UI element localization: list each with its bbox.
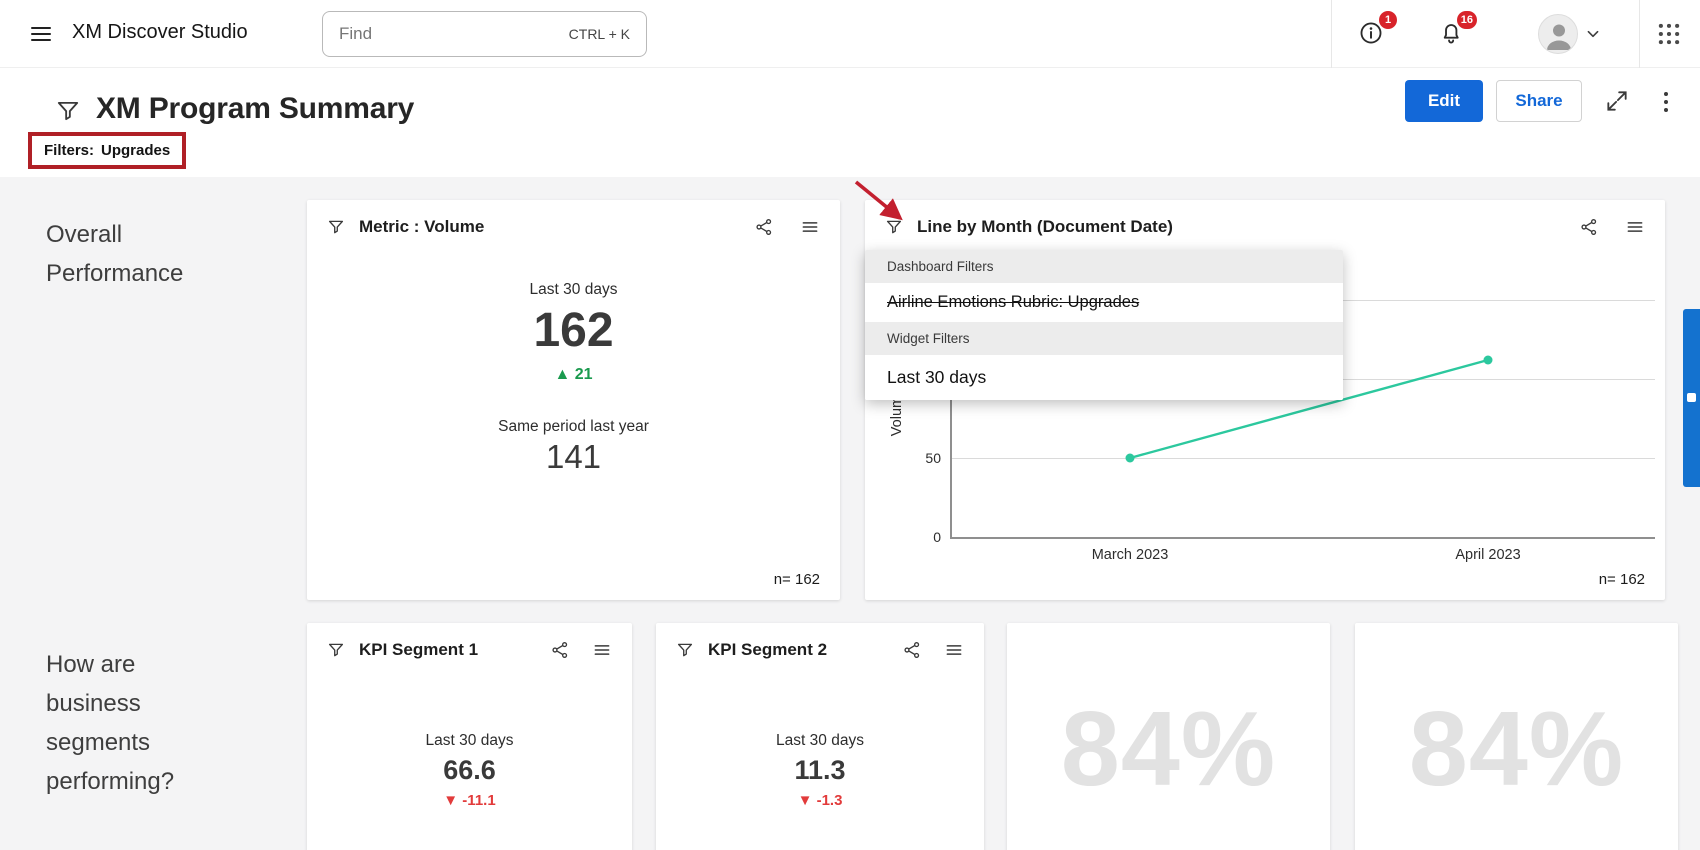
- filters-label: Filters:: [44, 142, 95, 159]
- metric-delta: ▲ 21: [554, 366, 593, 383]
- page-title: XM Program Summary: [96, 92, 415, 125]
- widget-filter-icon[interactable]: [885, 218, 903, 236]
- kpi-value: 11.3: [794, 755, 846, 785]
- edit-button[interactable]: Edit: [1405, 80, 1483, 122]
- sample-size-label: n= 162: [773, 571, 820, 588]
- widget-filters-dropdown: Dashboard Filters Airline Emotions Rubri…: [865, 250, 1343, 400]
- side-panel-tab-icon: [1687, 393, 1696, 402]
- widget-menu-icon[interactable]: [592, 640, 612, 660]
- section-label-business-segments: How are business segments performing?: [46, 651, 175, 795]
- section-label-overall-performance: Overall Performance: [46, 221, 184, 287]
- widget-header: KPI Segment 1: [307, 623, 632, 670]
- y-tick-50: 50: [925, 450, 941, 466]
- share-widget-icon[interactable]: [754, 217, 774, 237]
- line-series-volume: [1125, 355, 1493, 463]
- x-axis: [950, 537, 1655, 539]
- dashboard-filter-icon[interactable]: [55, 98, 81, 124]
- widget-metric-volume: Metric : Volume Last 30 days 162 ▲ 21 Sa…: [307, 200, 840, 600]
- widget-title: Line by Month (Document Date): [917, 217, 1173, 236]
- widget-menu-icon[interactable]: [944, 640, 964, 660]
- kebab-icon: [1664, 92, 1668, 112]
- dropdown-item-last-30-days[interactable]: Last 30 days: [865, 355, 1343, 400]
- sample-size-label: n= 162: [1598, 571, 1645, 588]
- filters-value: Upgrades: [101, 142, 171, 159]
- notifications-info-button[interactable]: 1: [1358, 11, 1397, 50]
- more-options-button[interactable]: [1654, 88, 1678, 116]
- widget-title: KPI Segment 2: [708, 640, 828, 659]
- bell-icon: [1443, 24, 1459, 44]
- widget-filter-icon[interactable]: [676, 641, 694, 659]
- topbar-divider: [1331, 0, 1332, 68]
- kpi-delta: ▼ -11.1: [443, 792, 496, 809]
- gridline-50: [950, 458, 1655, 459]
- search-input[interactable]: Find CTRL + K: [322, 11, 647, 57]
- chevron-down-icon: [1587, 30, 1599, 38]
- share-widget-icon[interactable]: [550, 640, 570, 660]
- apps-grid-icon: [1658, 23, 1680, 45]
- dashboard-canvas: Overall Performance How are business seg…: [0, 177, 1700, 850]
- widget-placeholder-2: 84%: [1355, 623, 1678, 850]
- share-widget-icon[interactable]: [902, 640, 922, 660]
- avatar: [1538, 14, 1578, 54]
- widget-header: KPI Segment 2: [656, 623, 984, 670]
- widget-filter-icon[interactable]: [327, 641, 345, 659]
- share-button[interactable]: Share: [1496, 80, 1582, 122]
- x-tick-march: March 2023: [1091, 547, 1169, 563]
- widget-filter-icon[interactable]: [327, 218, 345, 236]
- widget-menu-icon[interactable]: [800, 217, 820, 237]
- hamburger-menu-icon[interactable]: [28, 22, 54, 46]
- kpi-delta: ▼ -1.3: [797, 792, 843, 809]
- topbar: XM Discover Studio Find CTRL + K 1 16: [0, 0, 1700, 68]
- side-panel-tab[interactable]: [1683, 309, 1700, 487]
- x-tick-april: April 2023: [1455, 547, 1521, 563]
- dropdown-item-airline-emotions-rubric[interactable]: Airline Emotions Rubric: Upgrades: [865, 283, 1343, 322]
- widget-header: Line by Month (Document Date): [865, 200, 1665, 247]
- app-title: XM Discover Studio: [72, 21, 248, 43]
- account-menu[interactable]: [1538, 14, 1604, 54]
- search-shortcut-hint: CTRL + K: [568, 26, 630, 42]
- info-icon: [1360, 22, 1382, 44]
- placeholder-watermark: 84%: [1408, 690, 1625, 808]
- topbar-divider: [1639, 0, 1640, 68]
- alerts-badge: 16: [1456, 11, 1477, 29]
- widget-menu-icon[interactable]: [1625, 217, 1645, 237]
- metric-period-label: Last 30 days: [529, 281, 618, 298]
- widget-kpi-segment-1: KPI Segment 1 Last 30 days 66.6 ▼ -11.1: [307, 623, 632, 850]
- widget-title: Metric : Volume: [359, 217, 485, 236]
- widget-line-by-month: Line by Month (Document Date) 0 50 100: [865, 200, 1665, 600]
- metric-compare-value: 141: [545, 438, 602, 475]
- kpi-period-label: Last 30 days: [776, 732, 864, 749]
- kpi-period-label: Last 30 days: [425, 732, 514, 749]
- expand-icon: [1607, 91, 1627, 111]
- widget-kpi-segment-2: KPI Segment 2 Last 30 days 11.3 ▼ -1.3: [656, 623, 984, 850]
- search-placeholder: Find: [339, 24, 373, 43]
- dropdown-section-widget-filters: Widget Filters: [865, 322, 1343, 355]
- widget-header: Metric : Volume: [307, 200, 840, 247]
- page-header: XM Program Summary Edit Share Filters: U…: [0, 68, 1700, 177]
- metric-compare-label: Same period last year: [498, 418, 649, 435]
- y-axis: [950, 290, 952, 538]
- applied-filters-chip[interactable]: Filters: Upgrades: [28, 132, 187, 169]
- widget-title: KPI Segment 1: [359, 640, 479, 659]
- placeholder-watermark: 84%: [1060, 690, 1277, 808]
- kpi-value: 66.6: [443, 755, 496, 785]
- info-badge: 1: [1379, 11, 1397, 29]
- y-tick-0: 0: [933, 529, 941, 545]
- alerts-button[interactable]: 16: [1438, 11, 1477, 50]
- fullscreen-button[interactable]: [1604, 88, 1632, 116]
- share-widget-icon[interactable]: [1579, 217, 1599, 237]
- dropdown-section-dashboard-filters: Dashboard Filters: [865, 250, 1343, 283]
- widget-placeholder-1: 84%: [1007, 623, 1330, 850]
- apps-grid-button[interactable]: [1656, 21, 1686, 51]
- metric-value: 162: [533, 304, 614, 357]
